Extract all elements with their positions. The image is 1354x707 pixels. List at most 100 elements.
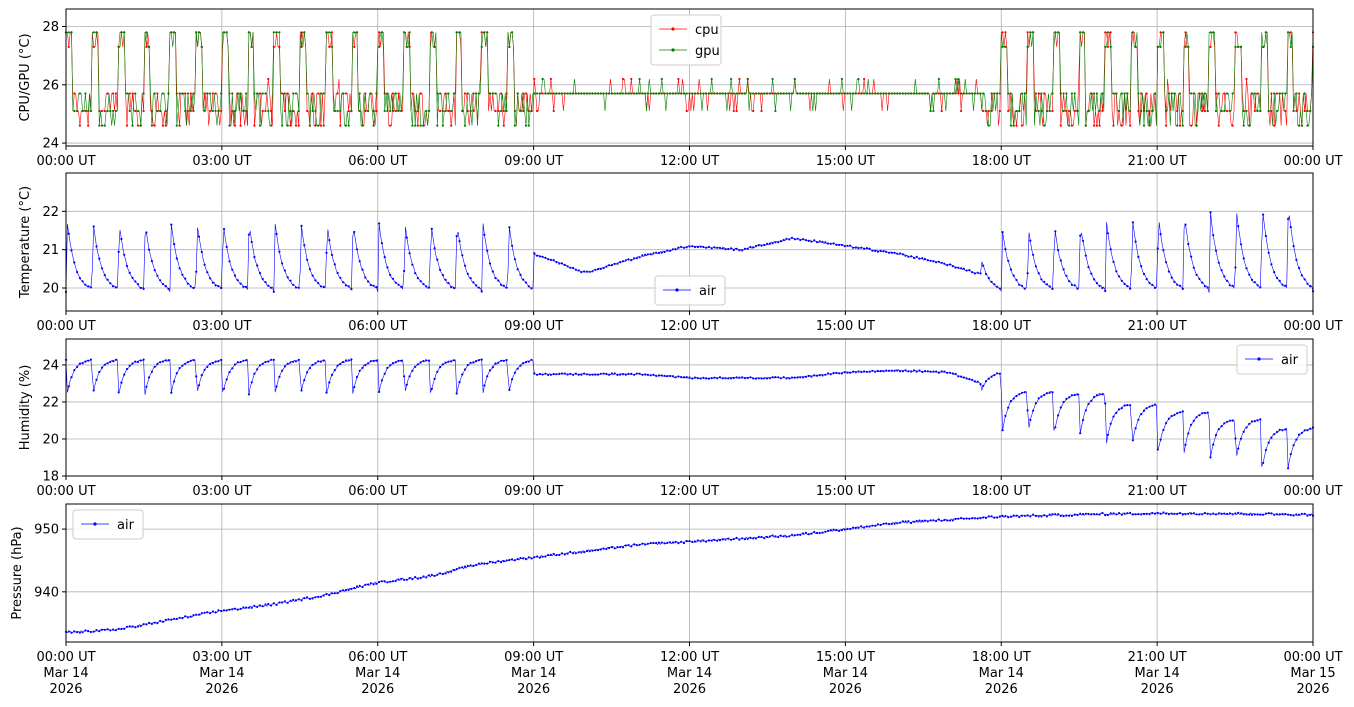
data-point (486, 562, 489, 565)
data-point (779, 92, 783, 95)
data-point (732, 537, 735, 541)
data-point (1278, 279, 1281, 282)
data-point (444, 92, 447, 95)
data-point (976, 380, 979, 383)
data-point (134, 280, 137, 283)
data-point (1209, 456, 1212, 459)
data-point (790, 92, 794, 95)
data-point (840, 529, 844, 532)
y-tick-label: 26 (42, 78, 59, 93)
data-point (1173, 280, 1176, 283)
data-point (547, 92, 550, 95)
data-point (1090, 513, 1093, 516)
data-point (799, 92, 802, 95)
data-point (594, 268, 597, 271)
data-point (283, 365, 286, 368)
data-point (821, 531, 824, 534)
data-point (1057, 414, 1060, 417)
data-point (998, 515, 1002, 518)
data-point (439, 268, 442, 271)
data-point (286, 92, 289, 95)
data-point (120, 237, 123, 241)
data-point (829, 529, 832, 532)
data-point (92, 31, 95, 34)
data-point (125, 264, 129, 268)
data-point (1234, 45, 1237, 49)
data-point (1134, 427, 1137, 430)
data-point (358, 92, 361, 95)
data-point (1159, 512, 1162, 515)
data-point (1065, 397, 1068, 400)
data-point (965, 269, 968, 272)
legend-marker (675, 288, 679, 292)
data-point (267, 284, 270, 287)
data-point (170, 618, 173, 621)
data-point (541, 373, 544, 376)
data-point (425, 359, 428, 362)
data-point (469, 361, 472, 364)
data-point (483, 31, 486, 34)
data-point (630, 77, 633, 81)
data-point (197, 384, 201, 387)
data-point (211, 281, 214, 284)
data-point (1106, 513, 1109, 517)
data-point (1117, 511, 1121, 515)
data-point (1153, 512, 1157, 515)
data-point (602, 267, 605, 270)
data-point (300, 31, 303, 34)
data-point (865, 525, 869, 528)
data-point (669, 92, 672, 95)
y-tick-label: 28 (42, 20, 59, 35)
data-point (87, 109, 90, 113)
data-point (328, 45, 331, 49)
data-point (538, 92, 542, 95)
data-point (682, 376, 686, 379)
data-point (386, 266, 389, 269)
data-point (267, 77, 270, 81)
data-point (461, 254, 464, 257)
data-point (1140, 265, 1143, 268)
data-point (774, 241, 777, 244)
y-tick-label: 20 (42, 432, 59, 447)
data-point (560, 372, 564, 375)
data-point (669, 541, 672, 544)
data-point (990, 280, 993, 283)
data-point (1239, 243, 1243, 246)
data-point (788, 377, 791, 380)
data-point (317, 282, 320, 285)
data-point (943, 92, 946, 95)
data-point (239, 124, 242, 127)
data-point (233, 274, 237, 277)
data-point (441, 124, 444, 127)
data-point (394, 361, 397, 364)
data-point (181, 273, 184, 276)
data-point (948, 92, 952, 95)
data-point (1253, 109, 1256, 113)
data-point (624, 259, 627, 262)
data-point (1045, 392, 1049, 395)
data-point (1023, 391, 1026, 394)
data-point (1201, 513, 1204, 516)
data-point (292, 92, 295, 95)
data-point (724, 248, 727, 251)
data-point (206, 92, 209, 95)
data-point (1231, 419, 1234, 422)
data-point (1253, 420, 1256, 423)
data-point (824, 92, 827, 95)
data-point (159, 109, 162, 113)
data-point (317, 360, 320, 363)
data-point (156, 362, 159, 366)
data-point (236, 92, 239, 95)
data-point (807, 533, 810, 536)
data-point (1273, 513, 1276, 516)
data-point (333, 369, 336, 372)
data-point (860, 525, 863, 528)
data-point (1278, 513, 1281, 516)
data-point (749, 376, 752, 379)
data-point (217, 109, 220, 113)
data-point (1076, 109, 1079, 113)
data-point (760, 244, 763, 247)
data-point (1153, 403, 1157, 406)
data-point (674, 92, 677, 95)
legend-label-cpu: cpu (695, 23, 719, 38)
